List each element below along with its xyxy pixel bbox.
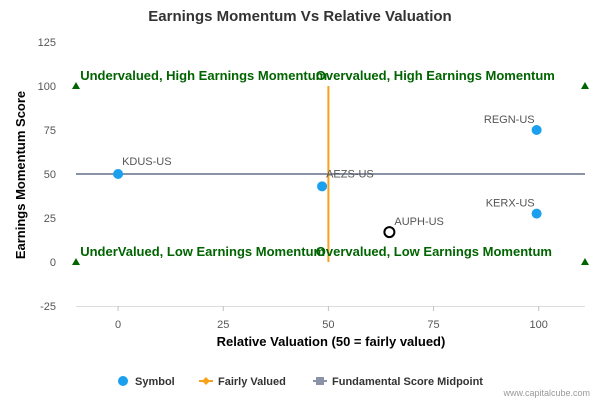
y-tick-label: 75 — [44, 125, 56, 137]
point-label: KDUS-US — [122, 156, 172, 168]
x-axis-label: Relative Valuation (50 = fairly valued) — [217, 334, 446, 349]
corner-marker-triangle — [581, 82, 589, 89]
corner-marker-triangle — [72, 258, 80, 265]
legend: Symbol Fairly Valued Fundamental Score Mid… — [118, 376, 483, 388]
x-tick-label: 0 — [115, 319, 121, 331]
quadrant-label: UnderValued, Low Earnings Momentum — [80, 244, 325, 259]
legend-label: Fairly Valued — [218, 376, 286, 388]
legend-label: Symbol — [135, 376, 175, 388]
quadrant-label: Undervalued, High Earnings Momentum — [80, 68, 327, 83]
y-tick-label: 0 — [50, 257, 56, 269]
chart-title: Earnings Momentum Vs Relative Valuation — [148, 8, 451, 25]
point-label: AUPH-US — [394, 216, 444, 228]
legend-diamond-icon — [202, 377, 210, 385]
point-label: REGN-US — [484, 114, 535, 126]
x-tick-label: 75 — [427, 319, 439, 331]
legend-item: Fundamental Score Midpoint — [313, 376, 483, 388]
corner-marker-triangle — [581, 258, 589, 265]
legend-item: Symbol — [118, 376, 175, 388]
corner-marker-triangle — [72, 82, 80, 89]
y-axis-label: Earnings Momentum Score — [13, 91, 28, 259]
data-point — [531, 125, 542, 135]
x-tick-label: 25 — [217, 319, 229, 331]
x-tick-label: 50 — [322, 319, 334, 331]
legend-circle-icon — [118, 376, 128, 386]
quadrant-label: Overvalued, High Earnings Momentum — [316, 68, 555, 83]
quadrant-label: Overvalued, Low Earnings Momentum — [316, 244, 552, 259]
legend-square-icon — [316, 377, 324, 385]
data-point — [317, 181, 328, 192]
y-tick-label: 25 — [44, 213, 56, 225]
plot-area: -25 0 25 50 75 100 125 0 25 50 75 100 Undervalued, H… — [38, 37, 589, 331]
watermark: www.capitalcube.com — [502, 388, 590, 398]
point-label: AEZS-US — [326, 168, 374, 180]
y-tick-label: 50 — [44, 169, 56, 181]
point-label: KERX-US — [486, 198, 535, 210]
y-tick-label: 125 — [38, 37, 56, 49]
y-tick-label: 100 — [38, 81, 56, 93]
data-point — [113, 169, 124, 179]
legend-label: Fundamental Score Midpoint — [332, 376, 483, 388]
data-point — [531, 208, 542, 219]
x-tick-label: 100 — [530, 319, 548, 331]
y-tick-label: -25 — [40, 301, 56, 313]
legend-item: Fairly Valued — [199, 376, 286, 388]
data-point-highlighted — [383, 226, 396, 239]
